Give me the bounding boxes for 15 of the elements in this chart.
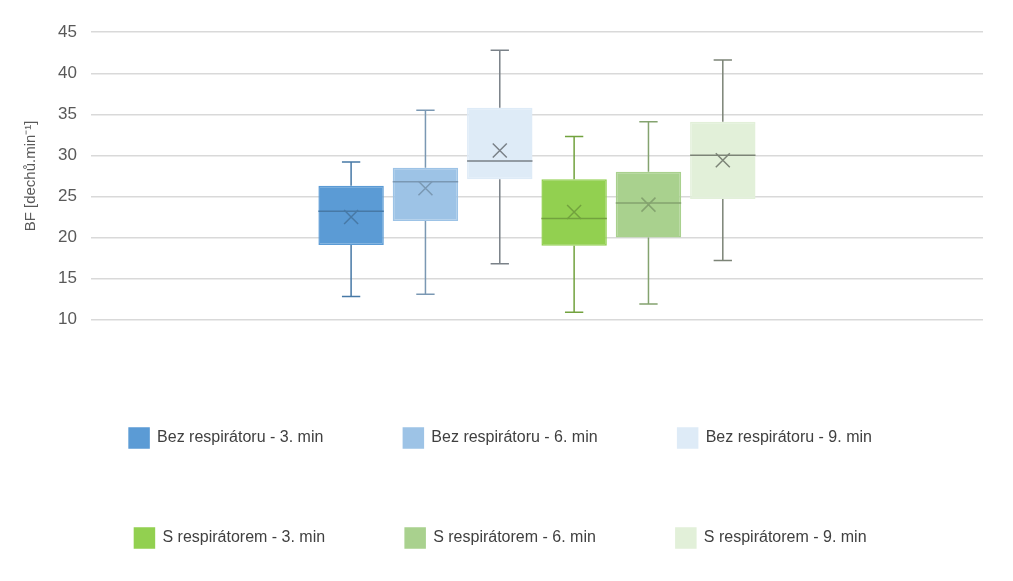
legend-label: Bez respirátoru - 6. min: [431, 428, 598, 446]
y-axis-title: BF [dechů.min⁻¹]: [21, 120, 39, 232]
legend-label: S respirátorem - 9. min: [703, 528, 867, 546]
legend-label: S respirátorem - 3. min: [162, 528, 326, 546]
y-tick-label: 10: [57, 309, 77, 329]
legend-label: Bez respirátoru - 3. min: [157, 428, 324, 446]
y-tick-label: 40: [57, 62, 77, 82]
y-tick-label: 15: [57, 268, 77, 288]
y-tick-label: 20: [57, 227, 77, 247]
y-tick-label: 25: [57, 186, 77, 206]
y-tick-label: 45: [57, 21, 77, 41]
legend-label: S respirátorem - 6. min: [433, 528, 596, 546]
y-tick-label: 35: [57, 104, 77, 123]
y-tick-label: 30: [57, 145, 77, 165]
legend-label: Bez respirátoru - 9. min: [705, 428, 872, 446]
